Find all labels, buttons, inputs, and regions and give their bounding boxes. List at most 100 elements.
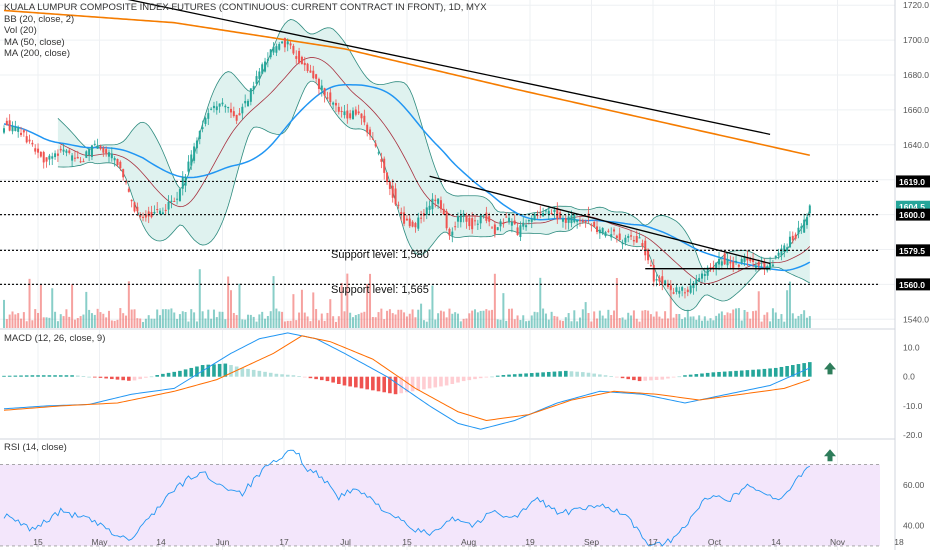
candle: [5, 120, 8, 126]
candle: [232, 111, 235, 117]
candle: [635, 235, 638, 243]
volume-bar: [167, 309, 170, 328]
legend-ma50[interactable]: MA (50, close): [4, 36, 65, 48]
price-marker: [896, 244, 930, 257]
volume-bar: [437, 313, 440, 328]
price-marker-label: 1600.0: [899, 210, 925, 220]
trendline[interactable]: [89, 0, 771, 135]
macd-hist-bar: [620, 376, 625, 379]
volume-bar: [85, 291, 88, 328]
macd-hist-bar: [439, 376, 443, 387]
candle: [771, 264, 774, 267]
trendline[interactable]: [429, 175, 771, 265]
candle: [278, 44, 281, 50]
volume-bar: [363, 311, 366, 328]
volume-bar: [576, 321, 579, 328]
candle: [437, 198, 440, 204]
macd-hist-bar: [722, 371, 727, 377]
volume-bar: [403, 312, 406, 328]
volume-bar: [607, 309, 610, 328]
volume-bar: [771, 308, 774, 328]
rsi-pane[interactable]: [0, 449, 880, 547]
candle: [615, 235, 618, 239]
candle: [249, 88, 252, 102]
macd-hist-bar: [217, 363, 222, 377]
candle: [215, 106, 218, 111]
price-pane[interactable]: Support level: 1,580 Support level: 1,565: [0, 0, 880, 328]
candle: [116, 158, 119, 166]
volume-bar: [289, 320, 292, 328]
macd-legend-text[interactable]: MACD (12, 26, close, 9): [4, 333, 106, 344]
macd-hist-bar: [666, 376, 670, 379]
price-marker: [896, 175, 930, 188]
macd-hist-bar: [229, 365, 233, 377]
candle: [388, 181, 391, 189]
volume-bar: [207, 309, 210, 328]
candle: [400, 212, 403, 214]
candle: [153, 211, 156, 214]
volume-bar: [306, 316, 309, 328]
candle: [323, 88, 326, 96]
volume-bar: [133, 309, 136, 328]
volume-bar: [142, 321, 145, 328]
volume-bar: [281, 311, 284, 328]
candle: [173, 201, 176, 203]
volume-bar: [130, 309, 133, 328]
volume-bar: [408, 313, 411, 328]
candle: [195, 140, 198, 149]
volume-bar: [110, 320, 113, 328]
macd-pane[interactable]: [2, 332, 836, 430]
candle: [133, 202, 136, 212]
legend-ma200[interactable]: MA (200, close): [4, 48, 70, 59]
candle: [686, 289, 689, 293]
macd-hist-bar: [473, 376, 477, 380]
candle: [527, 220, 530, 222]
legend-vol[interactable]: Vol (20): [4, 25, 37, 36]
volume-bar: [351, 317, 354, 328]
time-tick-label: Aug: [461, 537, 476, 547]
candle: [127, 188, 130, 192]
ma200-line: [3, 9, 810, 157]
candle: [783, 245, 786, 253]
candle: [181, 177, 184, 189]
macd-hist-bar: [393, 376, 398, 395]
volume-bar: [476, 312, 479, 328]
macd-tick-label: 10.0: [903, 343, 920, 353]
candle: [647, 249, 650, 261]
volume-bar: [675, 313, 678, 328]
volume-bar: [737, 308, 740, 328]
volume-bar: [672, 317, 675, 328]
candle: [732, 261, 735, 269]
candle: [139, 215, 142, 218]
volume-bar: [178, 314, 181, 328]
macd-hist-bar: [337, 376, 341, 384]
legend-bb[interactable]: BB (20, close, 2): [4, 13, 75, 25]
volume-bar: [740, 320, 743, 328]
volume-bar: [774, 312, 777, 328]
volume-bar: [127, 281, 130, 328]
candle: [442, 208, 445, 215]
macd-hist-bar: [478, 376, 483, 379]
candle: [54, 153, 57, 158]
candle: [366, 124, 369, 133]
volume-bar: [354, 315, 357, 328]
macd-hist-bar: [785, 366, 789, 377]
candle: [547, 210, 550, 215]
volume-bar: [496, 319, 499, 328]
candle: [136, 206, 139, 212]
volume-bar: [176, 318, 179, 328]
rsi-legend-text[interactable]: RSI (14, close): [4, 442, 67, 453]
macd-hist-bar: [319, 376, 324, 381]
candle: [164, 209, 167, 211]
macd-hist-bar: [569, 371, 574, 377]
volume-bar: [229, 290, 232, 328]
volume-bar: [315, 309, 318, 328]
macd-hist-bar: [705, 372, 710, 377]
candle: [434, 199, 437, 202]
candle: [51, 156, 54, 159]
macd-hist-bar: [632, 376, 636, 381]
candle: [65, 150, 68, 153]
candle: [178, 188, 181, 202]
price-tick-label: 1720.0: [903, 0, 929, 10]
volume-bar: [102, 313, 105, 328]
